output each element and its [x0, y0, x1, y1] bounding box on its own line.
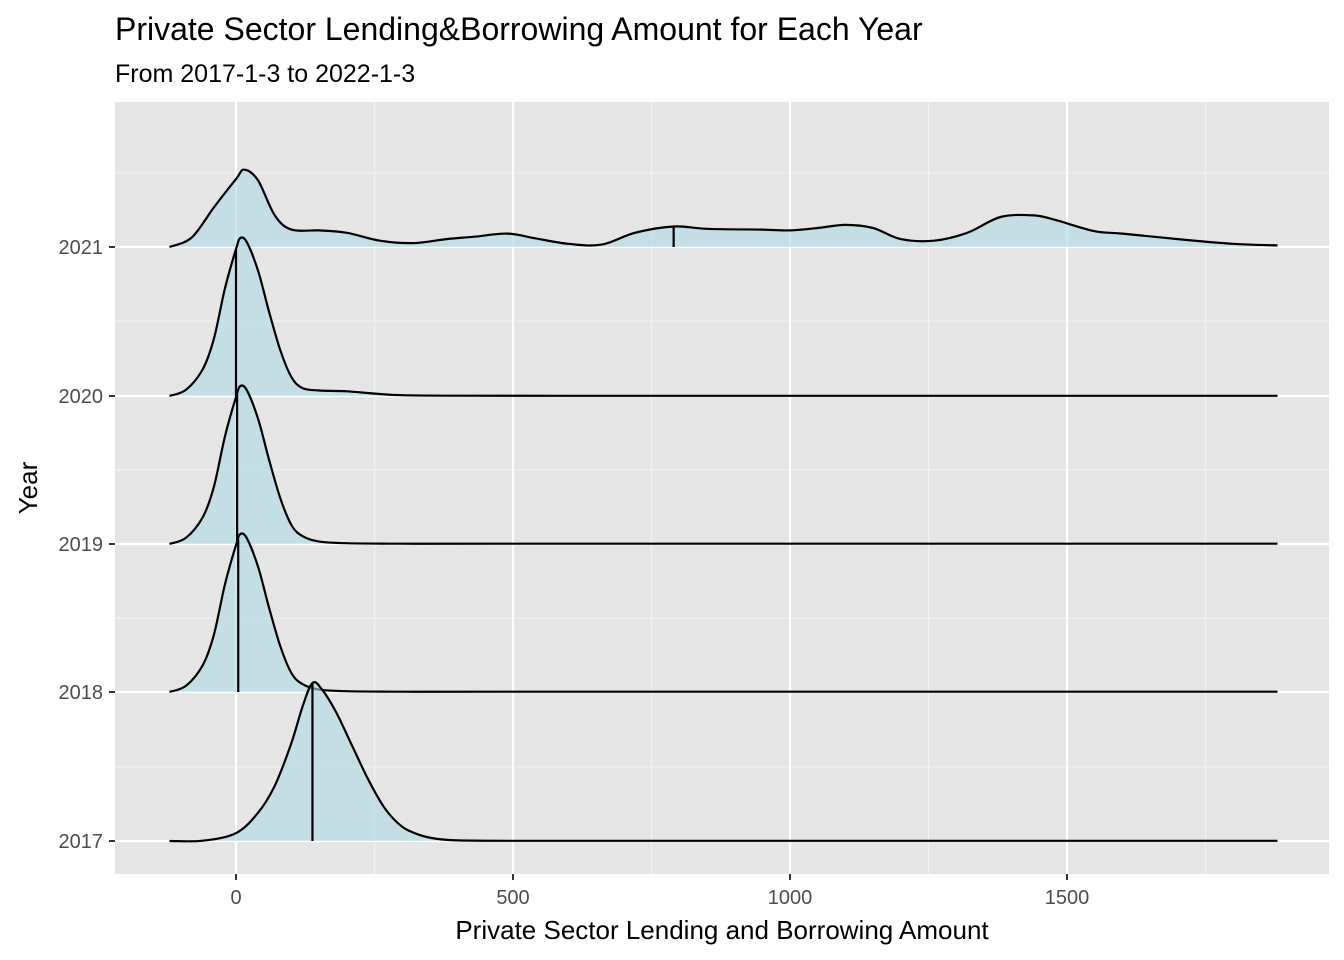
ridge-line-2019 [169, 384, 1278, 546]
y-axis-title: Year [13, 461, 43, 514]
x-tick-label: 1500 [1045, 887, 1090, 909]
y-tick-label: 2019 [59, 534, 104, 556]
ridge-fill-2017 [169, 682, 1278, 842]
x-tick-label: 0 [230, 887, 241, 909]
ridge-fill-2018 [169, 533, 1278, 692]
x-axis-ticks: 0 500 1000 1500 [230, 874, 1089, 909]
ridge-line-2017 [169, 681, 1278, 843]
ridge-fill-2020 [169, 237, 1278, 396]
x-axis-title: Private Sector Lending and Borrowing Amo… [455, 915, 989, 945]
chart-title: Private Sector Lending&Borrowing Amount … [115, 11, 923, 47]
ridge-2019 [169, 384, 1278, 546]
x-tick-label: 500 [496, 887, 529, 909]
ridge-2018 [169, 532, 1278, 694]
y-axis-ticks: 2017 2018 2019 2020 2021 [59, 237, 115, 853]
ridge-2020 [169, 236, 1278, 398]
chart-subtitle: From 2017-1-3 to 2022-1-3 [115, 60, 415, 88]
ridge-2017 [169, 681, 1278, 843]
y-tick-label: 2021 [59, 237, 104, 259]
y-tick-label: 2017 [59, 831, 104, 853]
ridge-line-2018 [169, 532, 1278, 694]
ridge-line-2021 [169, 168, 1278, 249]
y-tick-label: 2018 [59, 682, 104, 704]
ridge-fill-2019 [169, 385, 1278, 544]
y-tick-label: 2020 [59, 386, 104, 408]
ridge-fill-2021 [169, 169, 1278, 247]
ridge-line-2020 [169, 236, 1278, 398]
x-tick-label: 1000 [768, 887, 813, 909]
ridge-2021 [169, 168, 1278, 249]
ridges [169, 168, 1278, 843]
